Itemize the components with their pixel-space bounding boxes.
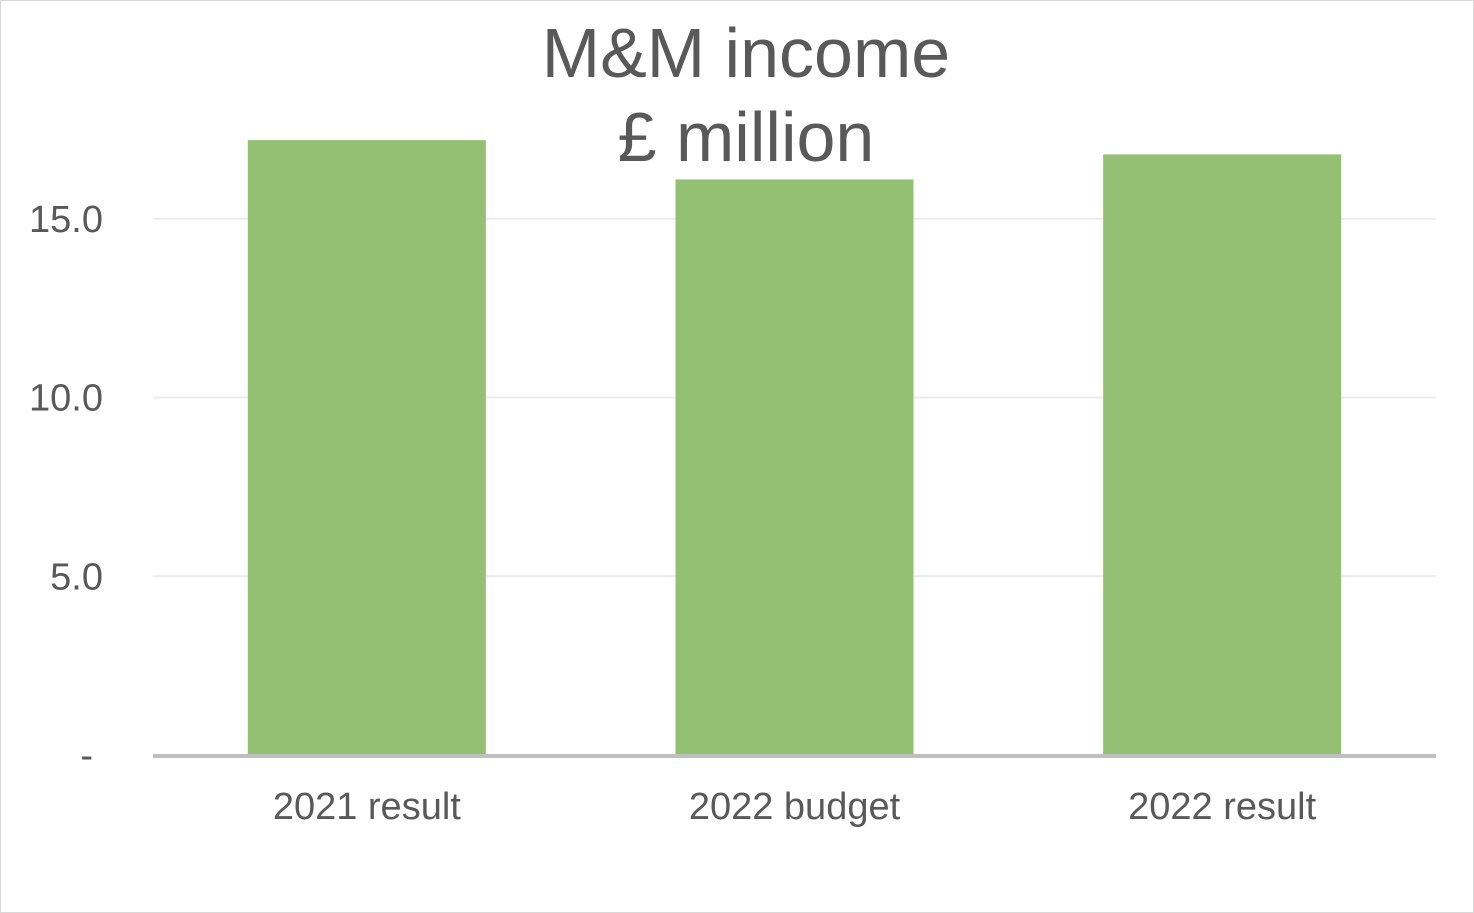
y-tick-label: - bbox=[80, 735, 93, 777]
chart-title-line-2: £ million bbox=[618, 98, 875, 176]
bar bbox=[247, 140, 486, 756]
x-category-label: 2022 budget bbox=[689, 786, 901, 828]
bar bbox=[675, 179, 914, 756]
x-category-label: 2021 result bbox=[273, 786, 461, 828]
y-tick-label: 5.0 bbox=[50, 556, 103, 598]
y-tick-label: 15.0 bbox=[29, 199, 103, 241]
bar bbox=[1103, 154, 1342, 755]
x-axis-categories: 2021 result 2022 budget 2022 result bbox=[273, 786, 1317, 828]
y-axis-ticks: - 5.0 10.0 15.0 bbox=[29, 199, 103, 777]
x-category-label: 2022 result bbox=[1128, 786, 1316, 828]
bars bbox=[247, 140, 1342, 756]
y-tick-label: 10.0 bbox=[29, 378, 103, 420]
chart-title-line-1: M&M income bbox=[542, 14, 950, 92]
